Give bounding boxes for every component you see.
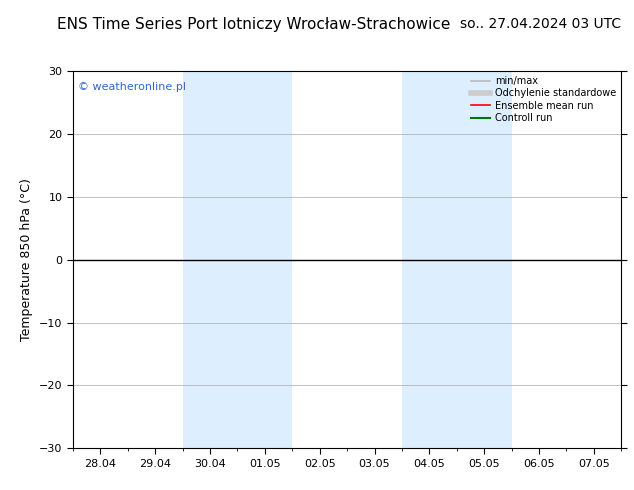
Bar	[512, 71, 621, 448]
Text: ENS Time Series Port lotniczy Wrocław-Strachowice: ENS Time Series Port lotniczy Wrocław-St…	[57, 17, 450, 32]
Y-axis label: Temperature 850 hPa (°C): Temperature 850 hPa (°C)	[20, 178, 34, 341]
Legend: min/max, Odchylenie standardowe, Ensemble mean run, Controll run: min/max, Odchylenie standardowe, Ensembl…	[471, 76, 616, 123]
Bar	[73, 71, 183, 448]
Text: so.. 27.04.2024 03 UTC: so.. 27.04.2024 03 UTC	[460, 17, 621, 31]
Text: © weatheronline.pl: © weatheronline.pl	[79, 82, 186, 93]
Bar	[292, 71, 402, 448]
